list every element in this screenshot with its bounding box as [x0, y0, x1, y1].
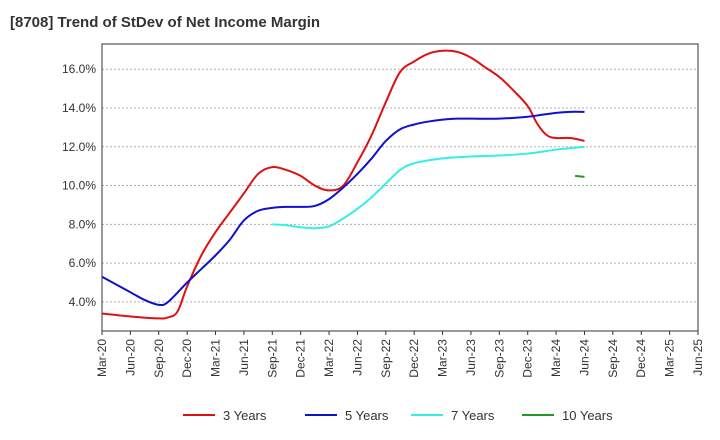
y-tick-label: 14.0%	[62, 101, 96, 115]
series-line-0	[101, 49, 585, 320]
x-tick-label: Mar-24	[549, 339, 563, 377]
x-tick-label: Sep-22	[379, 339, 393, 378]
y-tick-label: 6.0%	[69, 256, 97, 270]
x-tick-label: Dec-21	[294, 339, 308, 378]
series-line-3	[575, 174, 585, 178]
x-tick-label: Jun-25	[691, 339, 705, 376]
y-tick-label: 10.0%	[62, 179, 96, 193]
x-tick-label: Mar-21	[209, 339, 223, 377]
y-tick-label: 8.0%	[69, 217, 97, 231]
series-line-2	[272, 145, 585, 230]
legend-label-0: 3 Years	[223, 408, 267, 423]
x-tick-label: Jun-22	[350, 339, 364, 376]
plot-frame	[101, 43, 699, 332]
legend-label-2: 7 Years	[451, 408, 495, 423]
x-tick-label: Jun-20	[123, 339, 137, 376]
x-tick-label: Mar-22	[322, 339, 336, 377]
x-tick-label: Jun-21	[237, 339, 251, 376]
y-tick-label: 12.0%	[62, 140, 96, 154]
x-tick-label: Sep-20	[152, 339, 166, 378]
x-tick-label: Mar-23	[436, 339, 450, 377]
x-tick-label: Dec-24	[634, 339, 648, 378]
legend-label-3: 10 Years	[562, 408, 613, 423]
chart-title: [8708] Trend of StDev of Net Income Marg…	[10, 14, 321, 31]
y-tick-label: 4.0%	[69, 295, 97, 309]
y-tick-label: 16.0%	[62, 62, 96, 76]
x-tick-label: Dec-23	[521, 339, 535, 378]
x-tick-label: Sep-24	[606, 339, 620, 378]
x-tick-label: Sep-23	[492, 339, 506, 378]
x-tick-label: Sep-21	[265, 339, 279, 378]
x-tick-label: Dec-22	[407, 339, 421, 378]
x-tick-label: Jun-24	[577, 339, 591, 376]
legend-label-1: 5 Years	[345, 408, 389, 423]
x-tick-label: Dec-20	[180, 339, 194, 378]
series-line-1	[101, 110, 585, 307]
x-tick-label: Mar-25	[663, 339, 677, 377]
x-tick-label: Mar-20	[95, 339, 109, 377]
x-tick-label: Jun-23	[464, 339, 478, 376]
